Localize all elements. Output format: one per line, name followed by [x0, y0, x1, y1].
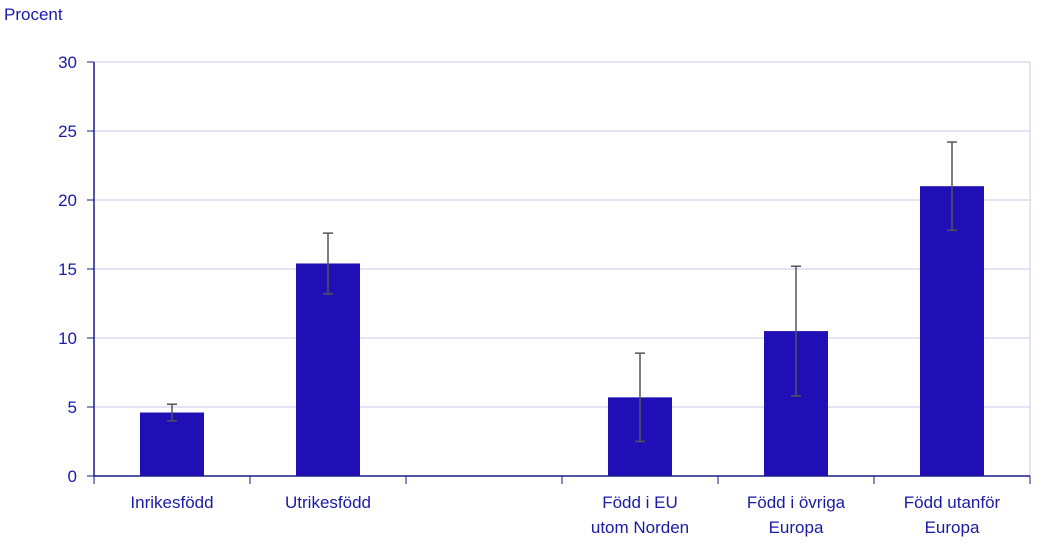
- x-category-label: Född i övriga: [747, 493, 846, 512]
- x-category-label: Europa: [925, 518, 980, 537]
- y-tick-labels: 0 5 10 15 20 25 30: [58, 53, 77, 486]
- bar: [296, 263, 360, 476]
- x-category-label: Född i EU: [602, 493, 678, 512]
- bar: [140, 412, 204, 476]
- y-tick-label: 25: [58, 122, 77, 141]
- x-category-label: Inrikesfödd: [130, 493, 213, 512]
- y-axis-label: Procent: [4, 5, 63, 24]
- axes: [87, 61, 1031, 484]
- gridlines: [94, 61, 1030, 408]
- bars: [140, 186, 984, 476]
- y-tick-label: 5: [68, 398, 77, 417]
- x-category-label: Född utanför: [904, 493, 1001, 512]
- x-category-label: utom Norden: [591, 518, 689, 537]
- error-bars: [167, 141, 957, 443]
- x-category-label: Utrikesfödd: [285, 493, 371, 512]
- bar: [920, 186, 984, 476]
- x-category-label: Europa: [769, 518, 824, 537]
- y-tick-label: 15: [58, 260, 77, 279]
- y-tick-label: 0: [68, 467, 77, 486]
- x-category-labels: Inrikesfödd Utrikesfödd Född i EU utom Nord…: [130, 493, 1000, 537]
- y-tick-label: 20: [58, 191, 77, 210]
- y-tick-label: 10: [58, 329, 77, 348]
- y-tick-label: 30: [58, 53, 77, 72]
